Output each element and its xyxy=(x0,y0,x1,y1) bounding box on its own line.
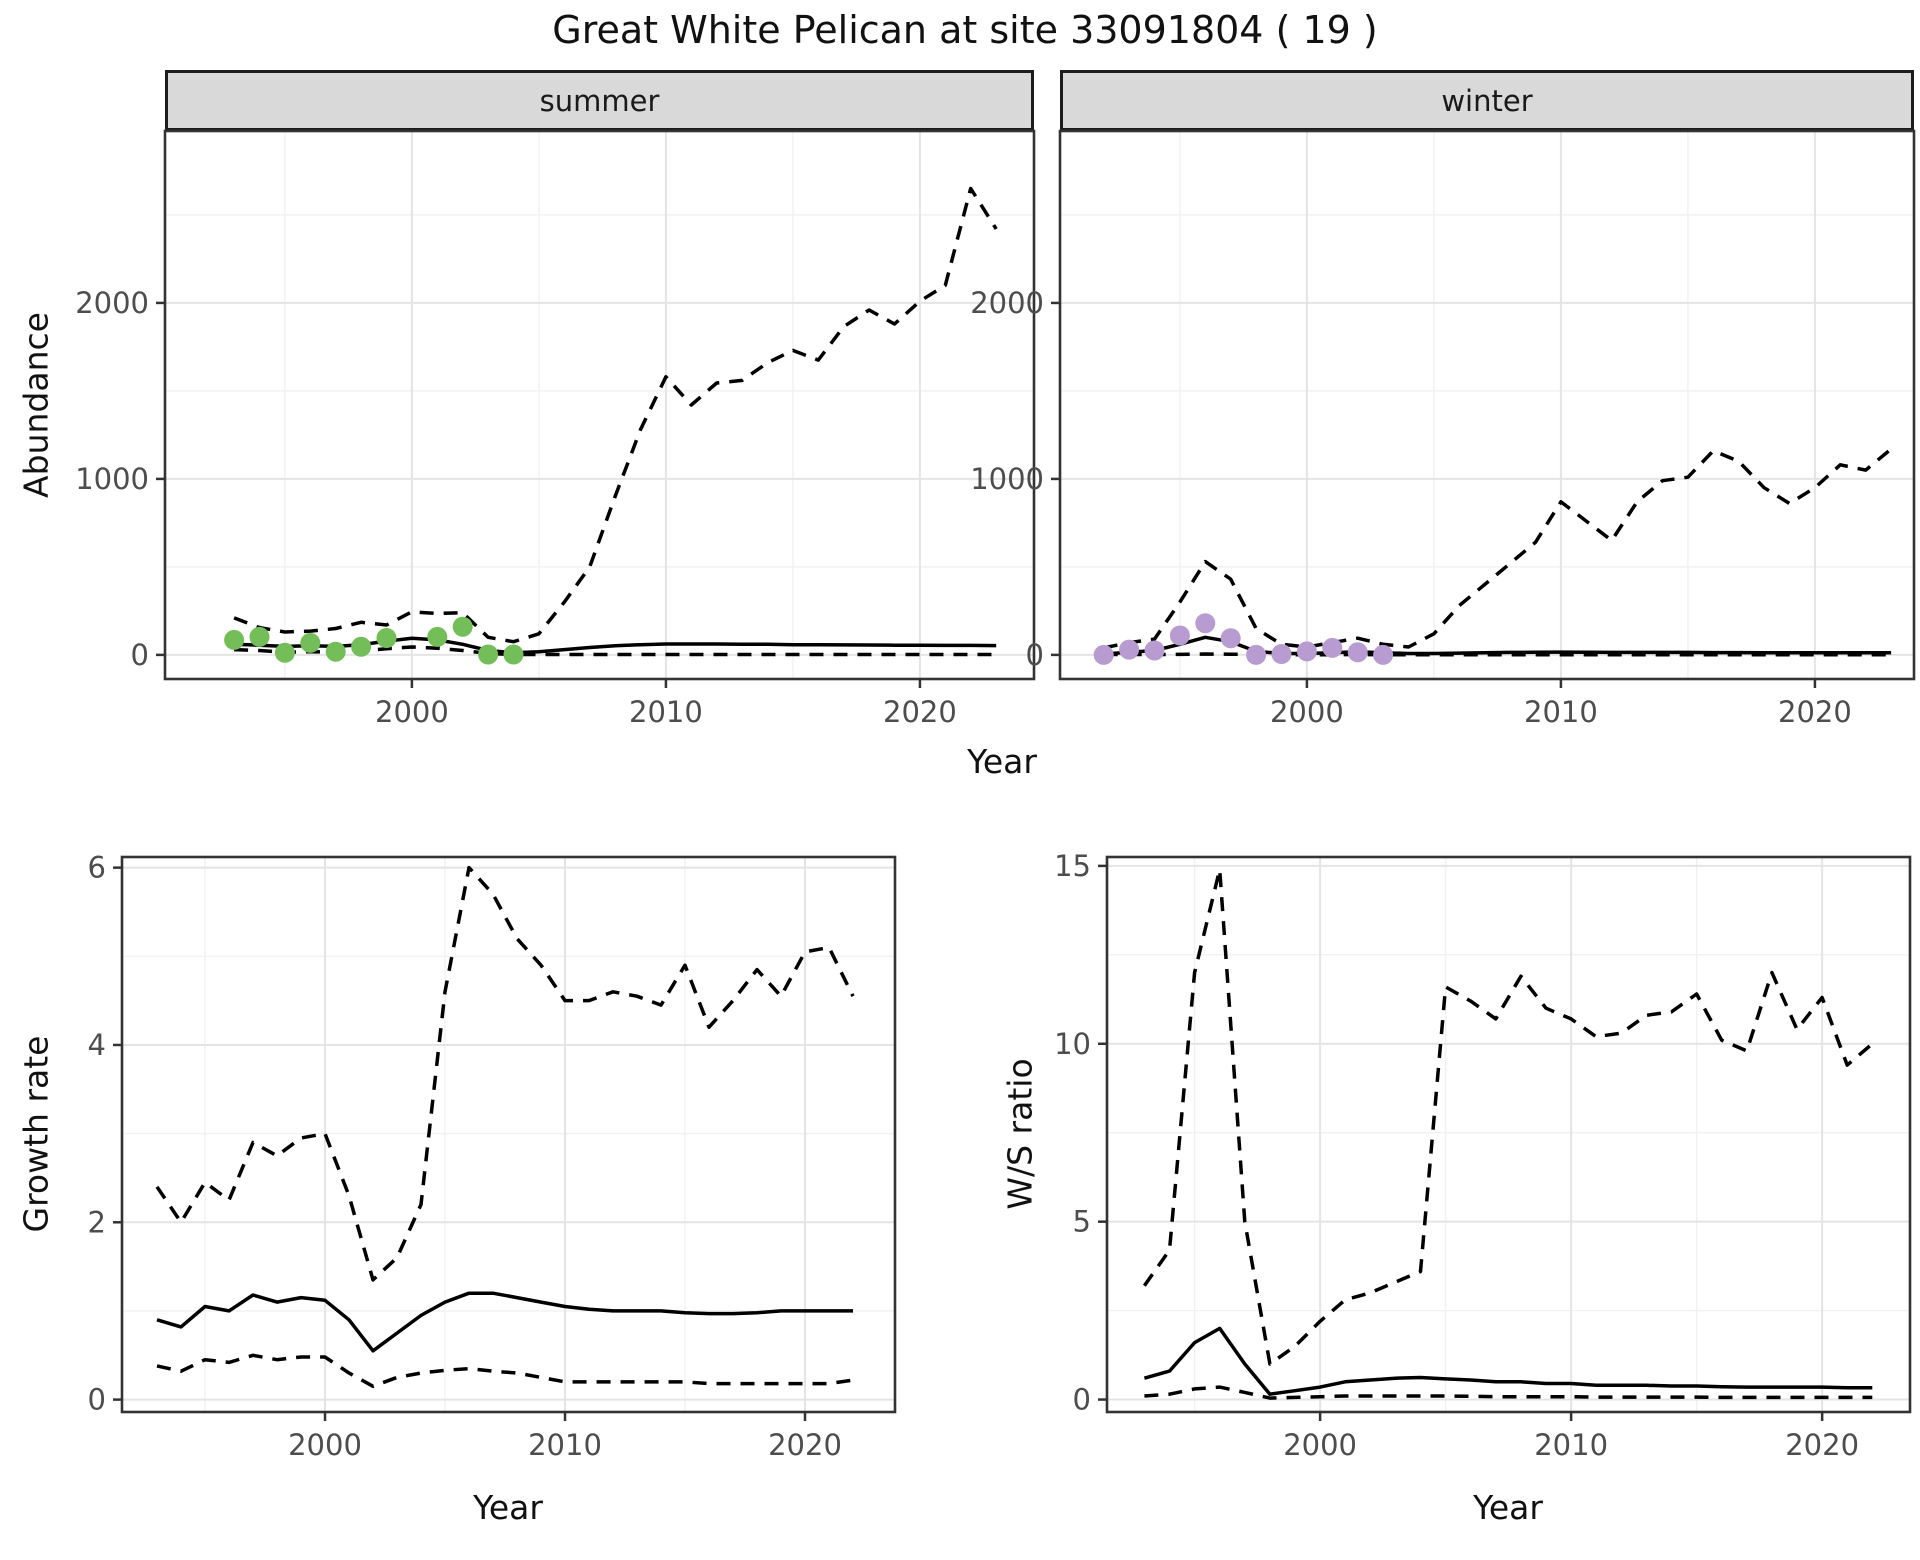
series-upper_ci xyxy=(1103,447,1893,650)
chart-title: Great White Pelican at site 33091804 ( 1… xyxy=(552,8,1378,52)
y-tick-label: 2000 xyxy=(970,286,1044,320)
panel-ws_ratio: 2000 2010 2020 0 5 10 15 xyxy=(1054,849,1912,1462)
panel-background xyxy=(1107,857,1910,1412)
panel-background xyxy=(165,131,1034,679)
data-point-observed_counts xyxy=(503,644,524,665)
x-tick-label: 2010 xyxy=(1534,1428,1608,1462)
data-point-observed_counts xyxy=(1347,642,1368,663)
x-tick-label: 2000 xyxy=(1283,1428,1357,1462)
x-tick-label: 2020 xyxy=(1778,695,1852,729)
panel-border xyxy=(163,129,1036,681)
series-estimate xyxy=(1143,1326,1873,1396)
data-point-observed_counts xyxy=(1246,644,1267,665)
y-tick-label: 5 xyxy=(1073,1205,1091,1239)
y-tick-label: 1000 xyxy=(970,462,1044,496)
series-lower_ci xyxy=(156,1353,854,1389)
data-point-observed_counts xyxy=(249,626,270,647)
x-axis-title-year-top: Year xyxy=(967,742,1037,781)
y-axis-title-ws-ratio: W/S ratio xyxy=(1000,1058,1040,1210)
panel-border xyxy=(120,855,897,1414)
y-tick-label: 1000 xyxy=(75,462,149,496)
data-point-observed_counts xyxy=(452,616,473,637)
y-tick-label: 10 xyxy=(1054,1027,1091,1061)
data-point-observed_counts xyxy=(427,626,448,647)
data-point-observed_counts xyxy=(1093,644,1114,665)
y-tick-label: 4 xyxy=(88,1028,106,1062)
data-point-observed_counts xyxy=(1169,625,1190,646)
x-tick-label: 2010 xyxy=(528,1428,602,1462)
y-tick-label: 0 xyxy=(1073,1383,1091,1417)
series-upper_ci xyxy=(233,186,998,644)
panel-abundance_winter: 2000 2010 2020 0 1000 2000 xyxy=(970,129,1916,729)
series-upper_ci xyxy=(155,865,855,1282)
panel-growth_rate: 2000 2010 2020 0 2 4 6 xyxy=(88,851,897,1462)
facet-strip-winter-label: winter xyxy=(1441,83,1533,118)
data-point-observed_counts xyxy=(300,632,321,653)
x-tick-label: 2020 xyxy=(1785,1428,1859,1462)
data-point-observed_counts xyxy=(376,628,397,648)
x-axis-title-year-growth: Year xyxy=(473,1488,543,1527)
y-tick-label: 2000 xyxy=(75,286,149,320)
y-axis-title-abundance: Abundance xyxy=(16,312,56,498)
x-tick-label: 2010 xyxy=(1524,695,1598,729)
facet-strip-winter: winter xyxy=(1060,70,1914,131)
data-point-observed_counts xyxy=(1220,628,1241,649)
series-lower_ci xyxy=(1103,652,1892,657)
data-point-observed_counts xyxy=(351,636,372,657)
panel-background xyxy=(122,857,895,1412)
series-estimate xyxy=(156,1291,853,1353)
x-tick-label: 2020 xyxy=(883,695,957,729)
data-point-observed_counts xyxy=(478,644,499,665)
y-tick-label: 15 xyxy=(1054,849,1091,883)
data-point-observed_counts xyxy=(224,629,245,650)
data-point-observed_counts xyxy=(1195,613,1216,634)
y-tick-label: 2 xyxy=(88,1205,106,1239)
data-point-observed_counts xyxy=(1271,644,1292,664)
data-point-observed_counts xyxy=(1373,644,1394,665)
x-tick-label: 2000 xyxy=(288,1428,362,1462)
series-lower_ci xyxy=(1144,1385,1873,1400)
data-point-observed_counts xyxy=(325,641,346,662)
data-point-observed_counts xyxy=(1296,641,1317,662)
panel-border xyxy=(1058,129,1916,681)
data-point-observed_counts xyxy=(274,642,295,663)
panel-border xyxy=(1105,855,1912,1414)
x-tick-label: 2010 xyxy=(629,695,703,729)
facet-strip-summer: summer xyxy=(165,70,1034,131)
x-tick-label: 2000 xyxy=(375,695,449,729)
data-point-observed_counts xyxy=(1119,639,1140,660)
facet-strip-summer-label: summer xyxy=(539,83,660,118)
panel-abundance_summer: 2000 2010 2020 0 1000 2000 xyxy=(75,129,1036,729)
x-tick-label: 2000 xyxy=(1270,695,1344,729)
data-point-observed_counts xyxy=(1322,637,1343,658)
y-tick-label: 0 xyxy=(131,638,149,672)
x-axis-title-year-ws: Year xyxy=(1473,1488,1543,1527)
y-tick-label: 0 xyxy=(1026,638,1044,672)
y-tick-label: 0 xyxy=(88,1383,106,1417)
y-tick-label: 6 xyxy=(88,851,106,885)
y-axis-title-growth-rate: Growth rate xyxy=(16,1035,56,1233)
data-point-observed_counts xyxy=(1144,640,1165,661)
panel-background xyxy=(1060,131,1914,679)
series-upper_ci xyxy=(1142,867,1874,1366)
x-tick-label: 2020 xyxy=(768,1428,842,1462)
